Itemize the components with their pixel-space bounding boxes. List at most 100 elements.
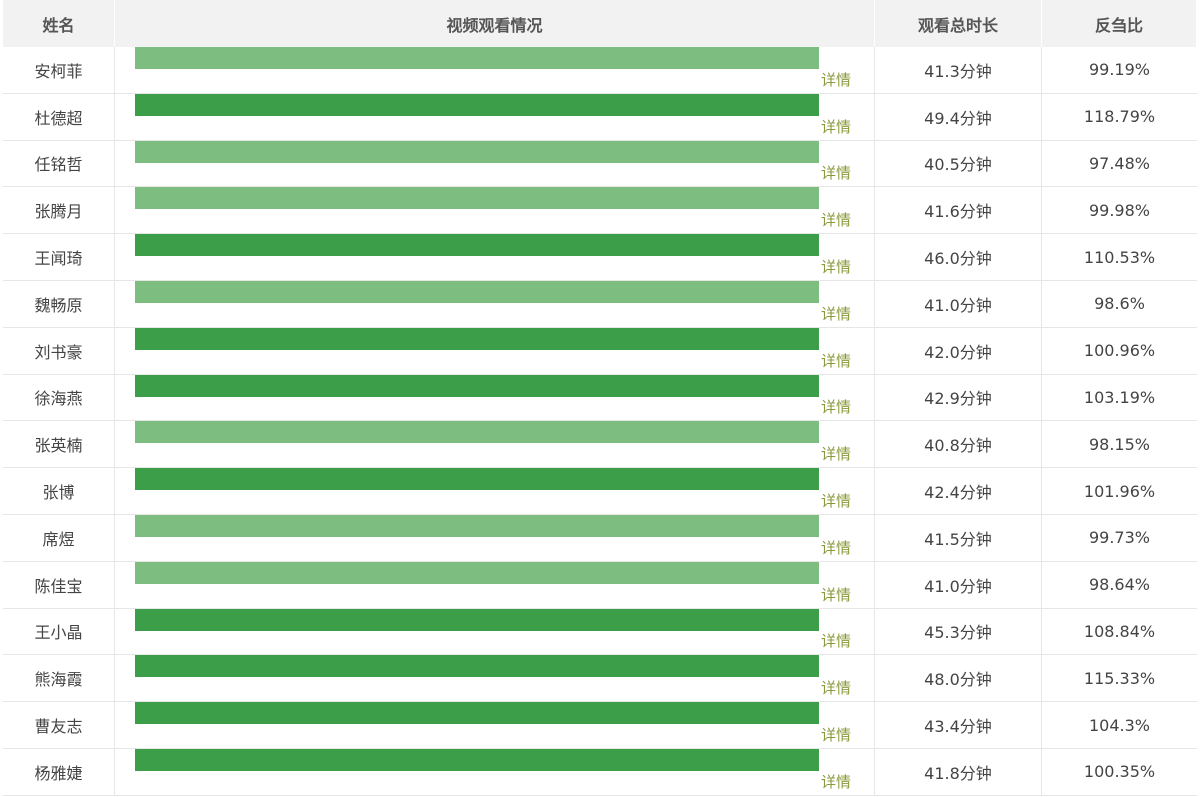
row-ratio: 108.84% <box>1083 621 1156 641</box>
progress-bar <box>135 140 819 163</box>
detail-link[interactable]: 详情 <box>821 117 852 136</box>
row-name: 杨雅婕 <box>3 748 115 795</box>
detail-link[interactable]: 详情 <box>821 585 852 604</box>
row-video-progress: 详情 <box>115 655 875 702</box>
row-duration: 41.8分钟 <box>875 748 1042 795</box>
table-row: 杨雅婕 详情 41.8分钟 100.35% <box>3 748 1197 796</box>
row-name: 曹友志 <box>3 702 115 748</box>
detail-link[interactable]: 详情 <box>821 445 852 464</box>
row-name: 魏畅原 <box>3 280 115 327</box>
detail-link[interactable]: 详情 <box>821 164 852 183</box>
row-name: 张博 <box>3 468 115 514</box>
table-body: 安柯菲 详情 41.3分钟 99.19% 杜德超 详情 49.4分钟 118.7… <box>3 47 1197 796</box>
row-ratio: 99.73% <box>1088 528 1150 548</box>
table-row: 魏畅原 详情 41.0分钟 98.6% <box>3 280 1197 328</box>
progress-bar <box>135 655 819 678</box>
row-video-progress: 详情 <box>115 187 875 234</box>
row-video-progress: 详情 <box>115 374 875 421</box>
header-duration: 观看总时长 <box>875 0 1042 47</box>
row-duration: 46.0分钟 <box>875 234 1042 280</box>
row-video-progress: 详情 <box>115 421 875 468</box>
row-duration: 49.4分钟 <box>875 93 1042 140</box>
row-video-progress: 详情 <box>115 234 875 280</box>
row-ratio: 100.96% <box>1083 341 1156 361</box>
row-duration: 42.0分钟 <box>875 327 1042 374</box>
progress-bar <box>135 514 819 537</box>
detail-link[interactable]: 详情 <box>821 257 852 276</box>
detail-link[interactable]: 详情 <box>821 70 852 89</box>
row-duration: 43.4分钟 <box>875 702 1042 748</box>
table-header: 姓名 视频观看情况 观看总时长 反刍比 <box>3 0 1197 47</box>
table-row: 曹友志 详情 43.4分钟 104.3% <box>3 702 1197 749</box>
row-ratio: 118.79% <box>1083 107 1156 127</box>
detail-link[interactable]: 详情 <box>821 725 852 744</box>
progress-bar <box>135 93 819 116</box>
detail-link[interactable]: 详情 <box>821 398 852 417</box>
row-name: 任铭哲 <box>3 140 115 187</box>
row-duration: 41.0分钟 <box>875 280 1042 327</box>
row-ratio: 98.15% <box>1088 434 1150 454</box>
table-row: 徐海燕 详情 42.9分钟 103.19% <box>3 374 1197 422</box>
row-duration: 41.5分钟 <box>875 514 1042 561</box>
table-row: 张腾月 详情 41.6分钟 99.98% <box>3 187 1197 235</box>
row-duration: 40.8分钟 <box>875 421 1042 468</box>
progress-bar <box>135 280 819 303</box>
row-ratio: 100.35% <box>1083 762 1156 782</box>
row-name: 席煜 <box>3 514 115 561</box>
row-name: 熊海霞 <box>3 655 115 702</box>
row-name: 张腾月 <box>3 187 115 234</box>
row-ratio: 99.98% <box>1088 200 1150 220</box>
progress-bar <box>135 468 819 491</box>
row-video-progress: 详情 <box>115 47 875 93</box>
row-ratio: 103.19% <box>1083 387 1156 407</box>
progress-bar <box>135 327 819 350</box>
header-video: 视频观看情况 <box>115 0 875 47</box>
detail-link[interactable]: 详情 <box>821 304 852 323</box>
row-name: 刘书豪 <box>3 327 115 374</box>
row-video-progress: 详情 <box>115 280 875 327</box>
table-row: 刘书豪 详情 42.0分钟 100.96% <box>3 327 1197 375</box>
row-ratio: 110.53% <box>1083 247 1156 267</box>
row-video-progress: 详情 <box>115 93 875 140</box>
row-name: 张英楠 <box>3 421 115 468</box>
progress-bar <box>135 608 819 631</box>
detail-link[interactable]: 详情 <box>821 491 852 510</box>
progress-bar <box>135 748 819 771</box>
row-ratio: 101.96% <box>1083 481 1156 501</box>
detail-link[interactable]: 详情 <box>821 772 852 791</box>
row-ratio: 104.3% <box>1088 715 1150 735</box>
detail-link[interactable]: 详情 <box>821 351 852 370</box>
row-video-progress: 详情 <box>115 327 875 374</box>
row-name: 杜德超 <box>3 93 115 140</box>
row-video-progress: 详情 <box>115 748 875 795</box>
row-duration: 48.0分钟 <box>875 655 1042 702</box>
row-ratio: 98.6% <box>1094 294 1145 314</box>
row-duration: 42.4分钟 <box>875 468 1042 514</box>
row-duration: 41.6分钟 <box>875 187 1042 234</box>
row-ratio: 115.33% <box>1083 668 1156 688</box>
row-video-progress: 详情 <box>115 608 875 655</box>
row-duration: 41.0分钟 <box>875 561 1042 608</box>
progress-bar <box>135 561 819 584</box>
detail-link[interactable]: 详情 <box>821 679 852 698</box>
row-video-progress: 详情 <box>115 514 875 561</box>
table-row: 席煜 详情 41.5分钟 99.73% <box>3 514 1197 562</box>
detail-link[interactable]: 详情 <box>821 211 852 230</box>
row-video-progress: 详情 <box>115 702 875 748</box>
row-duration: 45.3分钟 <box>875 608 1042 655</box>
progress-bar <box>135 234 819 257</box>
progress-bar <box>135 47 819 69</box>
detail-link[interactable]: 详情 <box>821 632 852 651</box>
detail-link[interactable]: 详情 <box>821 538 852 557</box>
row-ratio: 98.64% <box>1088 575 1150 595</box>
table-row: 任铭哲 详情 40.5分钟 97.48% <box>3 140 1197 188</box>
progress-bar <box>135 702 819 725</box>
header-name: 姓名 <box>3 0 115 47</box>
table-row: 张博 详情 42.4分钟 101.96% <box>3 468 1197 515</box>
row-name: 王小晶 <box>3 608 115 655</box>
row-duration: 40.5分钟 <box>875 140 1042 187</box>
row-name: 王闻琦 <box>3 234 115 280</box>
progress-bar <box>135 187 819 210</box>
row-duration: 42.9分钟 <box>875 374 1042 421</box>
